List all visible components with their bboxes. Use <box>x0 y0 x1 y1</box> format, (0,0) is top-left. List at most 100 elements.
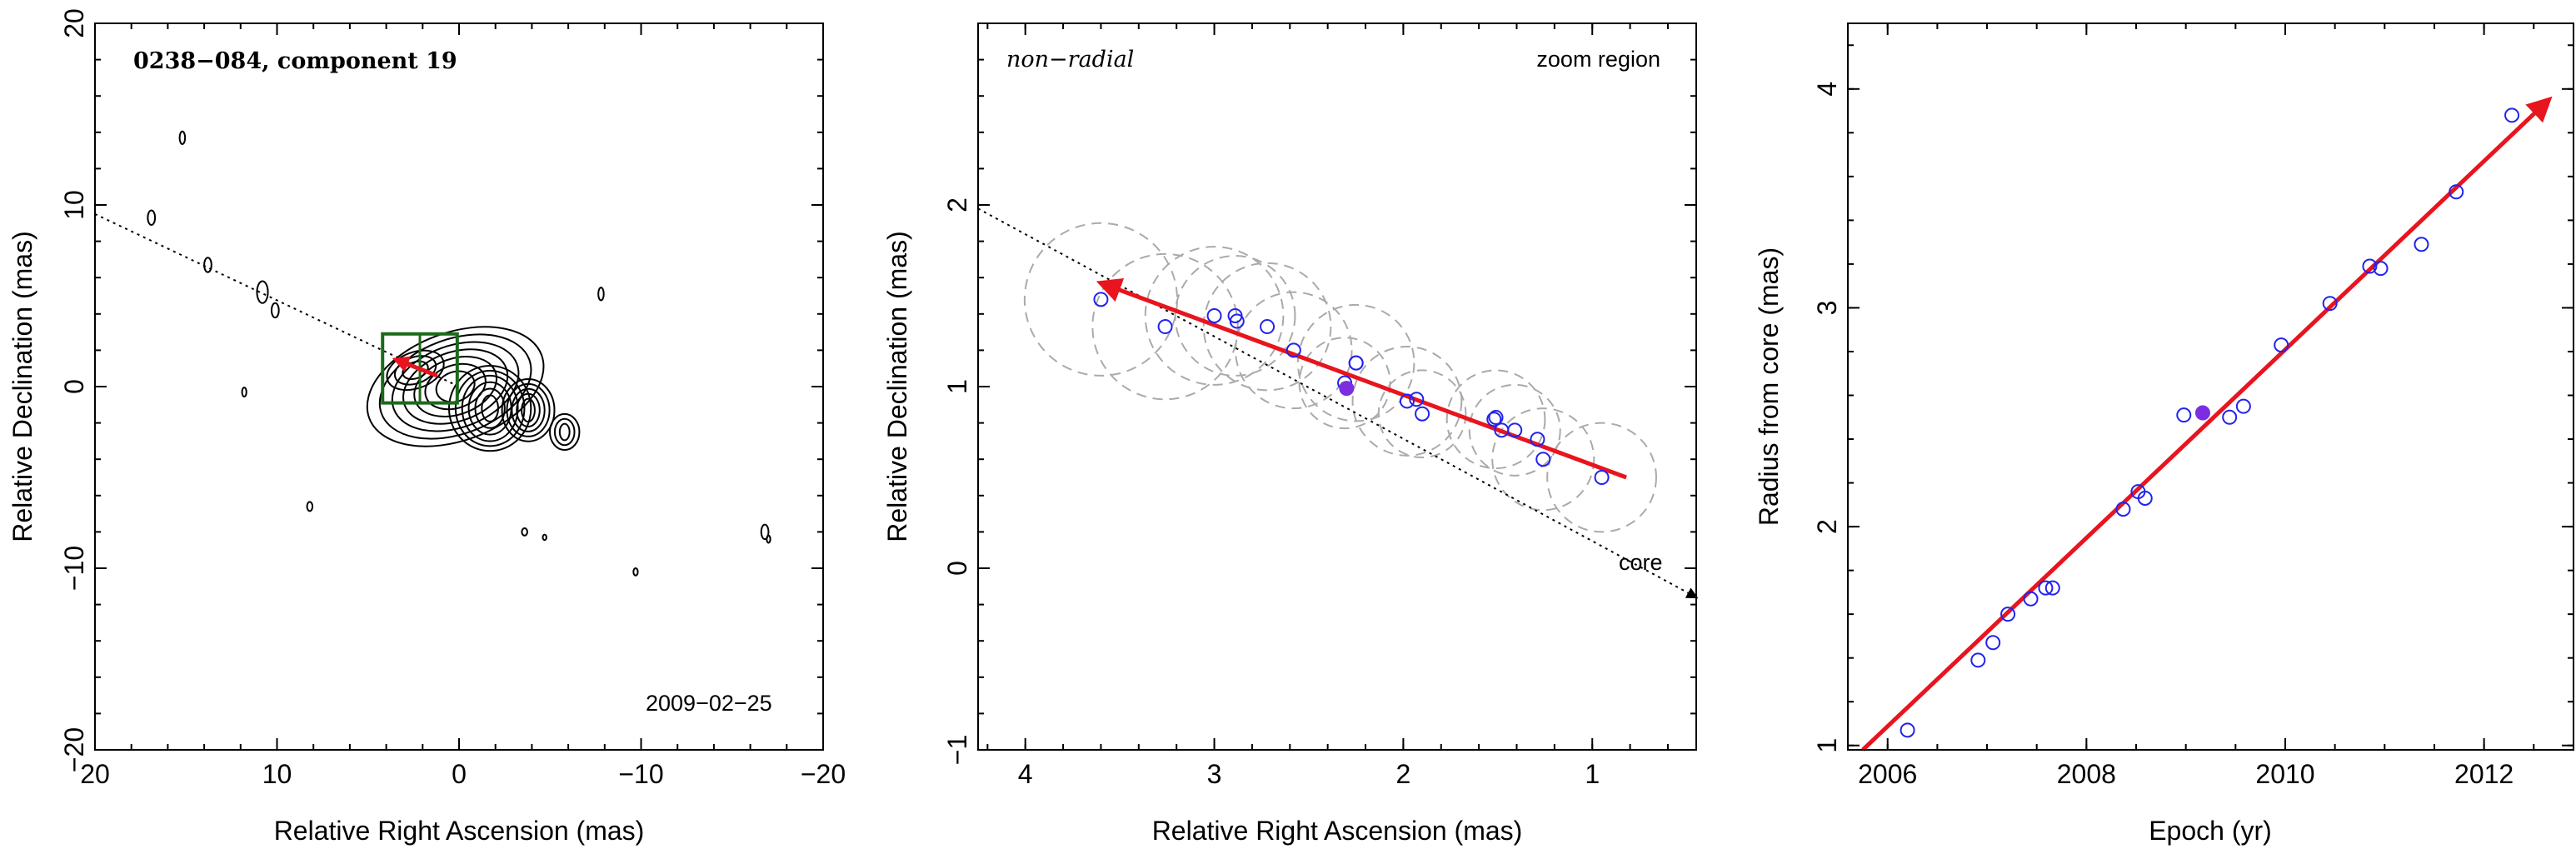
contour-ring <box>501 377 556 442</box>
data-point <box>1594 470 1610 485</box>
data-point <box>2222 409 2238 425</box>
contour-ring <box>447 365 532 452</box>
radius-y-axis-title: Radius from core (mas) <box>1754 247 1784 526</box>
noise-contour <box>256 280 269 304</box>
data-point <box>1900 722 1915 738</box>
highlighted-point <box>1339 381 1355 397</box>
data-point <box>2322 296 2338 312</box>
map-y-tick-label: 0 <box>59 379 89 394</box>
map-title: 0238−084, component 19 <box>133 48 457 74</box>
map-overlay <box>94 212 460 405</box>
map-y-axis-title: Relative Declination (mas) <box>7 231 37 542</box>
radius-plot-frame <box>1847 22 2574 751</box>
fit-line <box>1861 96 2553 752</box>
data-point <box>2373 261 2389 277</box>
noise-contour <box>597 287 605 302</box>
contour-ring <box>454 369 526 447</box>
zoom-y-tick-label: 1 <box>942 379 972 394</box>
radius-x-tick-label: 2006 <box>1858 759 1917 789</box>
noise-contour <box>147 209 157 227</box>
velocity-vector <box>1096 277 1627 480</box>
noise-contour <box>542 533 547 542</box>
map-y-tick-label: 20 <box>59 8 89 38</box>
core-label: core <box>1619 550 1663 575</box>
data-point <box>1535 452 1551 467</box>
radius-x-axis-title: Epoch (yr) <box>2149 816 2272 846</box>
data-point <box>1970 652 1986 668</box>
noise-contour <box>766 534 771 544</box>
data-point <box>2414 237 2429 252</box>
beam-circle <box>1491 407 1595 512</box>
contour-ring <box>511 387 546 432</box>
data-point <box>2449 184 2464 200</box>
zoom-x-tick-label: 4 <box>1018 759 1033 789</box>
beam-circle <box>1468 383 1561 477</box>
contour-ring <box>413 356 498 417</box>
map-x-tick-label: 0 <box>452 759 467 789</box>
map-x-tick-label: −10 <box>618 759 663 789</box>
zoom-x-axis-title: Relative Right Ascension (mas) <box>1152 816 1523 846</box>
data-point <box>1415 406 1430 422</box>
data-point <box>1399 393 1415 409</box>
radius-x-tick-label: 2008 <box>2057 759 2116 789</box>
data-point <box>1093 292 1109 307</box>
zoom-y-tick-label: −1 <box>942 735 972 765</box>
contour-ring <box>516 392 541 428</box>
data-point <box>1488 410 1504 426</box>
jet-axis-line <box>977 207 1699 599</box>
data-point <box>1348 355 1364 371</box>
contour-ring <box>366 326 545 447</box>
noise-contour <box>203 257 212 273</box>
radius-y-tick-label: 2 <box>1812 519 1842 534</box>
map-y-tick-label: −20 <box>59 727 89 772</box>
zoom-y-tick-label: 2 <box>942 197 972 212</box>
beam-circle <box>1377 369 1467 459</box>
data-point <box>1530 432 1545 447</box>
contour-ring <box>391 341 520 432</box>
radius-plot <box>1861 96 2553 752</box>
beam-circle <box>1546 422 1657 533</box>
radius-y-tick-label: 3 <box>1812 301 1842 316</box>
map-y-tick-label: −10 <box>59 546 89 591</box>
map-y-tick-label: 10 <box>59 190 89 220</box>
contour-ring <box>386 349 445 392</box>
noise-contour <box>521 527 528 537</box>
data-point <box>2000 607 2016 622</box>
contour-ring <box>435 370 476 403</box>
contour-ring <box>506 382 551 437</box>
data-point <box>1985 635 2001 651</box>
contour-ring <box>402 348 509 425</box>
map-x-tick-label: 20 <box>80 759 110 789</box>
radius-y-tick-label: 4 <box>1812 82 1842 97</box>
contour-ring <box>474 387 506 429</box>
beam-circle <box>1298 337 1391 430</box>
data-point <box>2115 502 2131 517</box>
contour-ring <box>461 374 519 442</box>
zoom-x-tick-label: 2 <box>1395 759 1410 789</box>
contour-plot <box>147 130 771 577</box>
data-point <box>1486 412 1502 427</box>
noise-contour <box>760 523 770 541</box>
map-x-axis-title: Relative Right Ascension (mas) <box>274 816 645 846</box>
map-x-tick-label: 10 <box>262 759 292 789</box>
noise-contour <box>306 501 314 512</box>
data-point <box>2274 337 2289 353</box>
contour-ring <box>481 394 499 422</box>
zoom-y-axis-title: Relative Declination (mas) <box>882 231 912 542</box>
map-epoch-label: 2009−02−25 <box>646 691 772 716</box>
contour-ring <box>378 333 532 440</box>
beam-circle <box>1144 246 1285 386</box>
data-point <box>1260 319 1276 335</box>
component-vector <box>392 356 438 378</box>
data-point <box>1206 307 1222 323</box>
radius-x-tick-label: 2012 <box>2454 759 2514 789</box>
contour-ring <box>553 417 576 447</box>
data-point <box>1507 422 1523 438</box>
beam-circle <box>1202 262 1332 392</box>
noise-contour <box>632 567 639 577</box>
beam-circle <box>1023 222 1179 377</box>
data-point <box>2137 490 2153 506</box>
radius-y-tick-label: 1 <box>1812 738 1842 753</box>
data-point <box>1157 319 1173 335</box>
